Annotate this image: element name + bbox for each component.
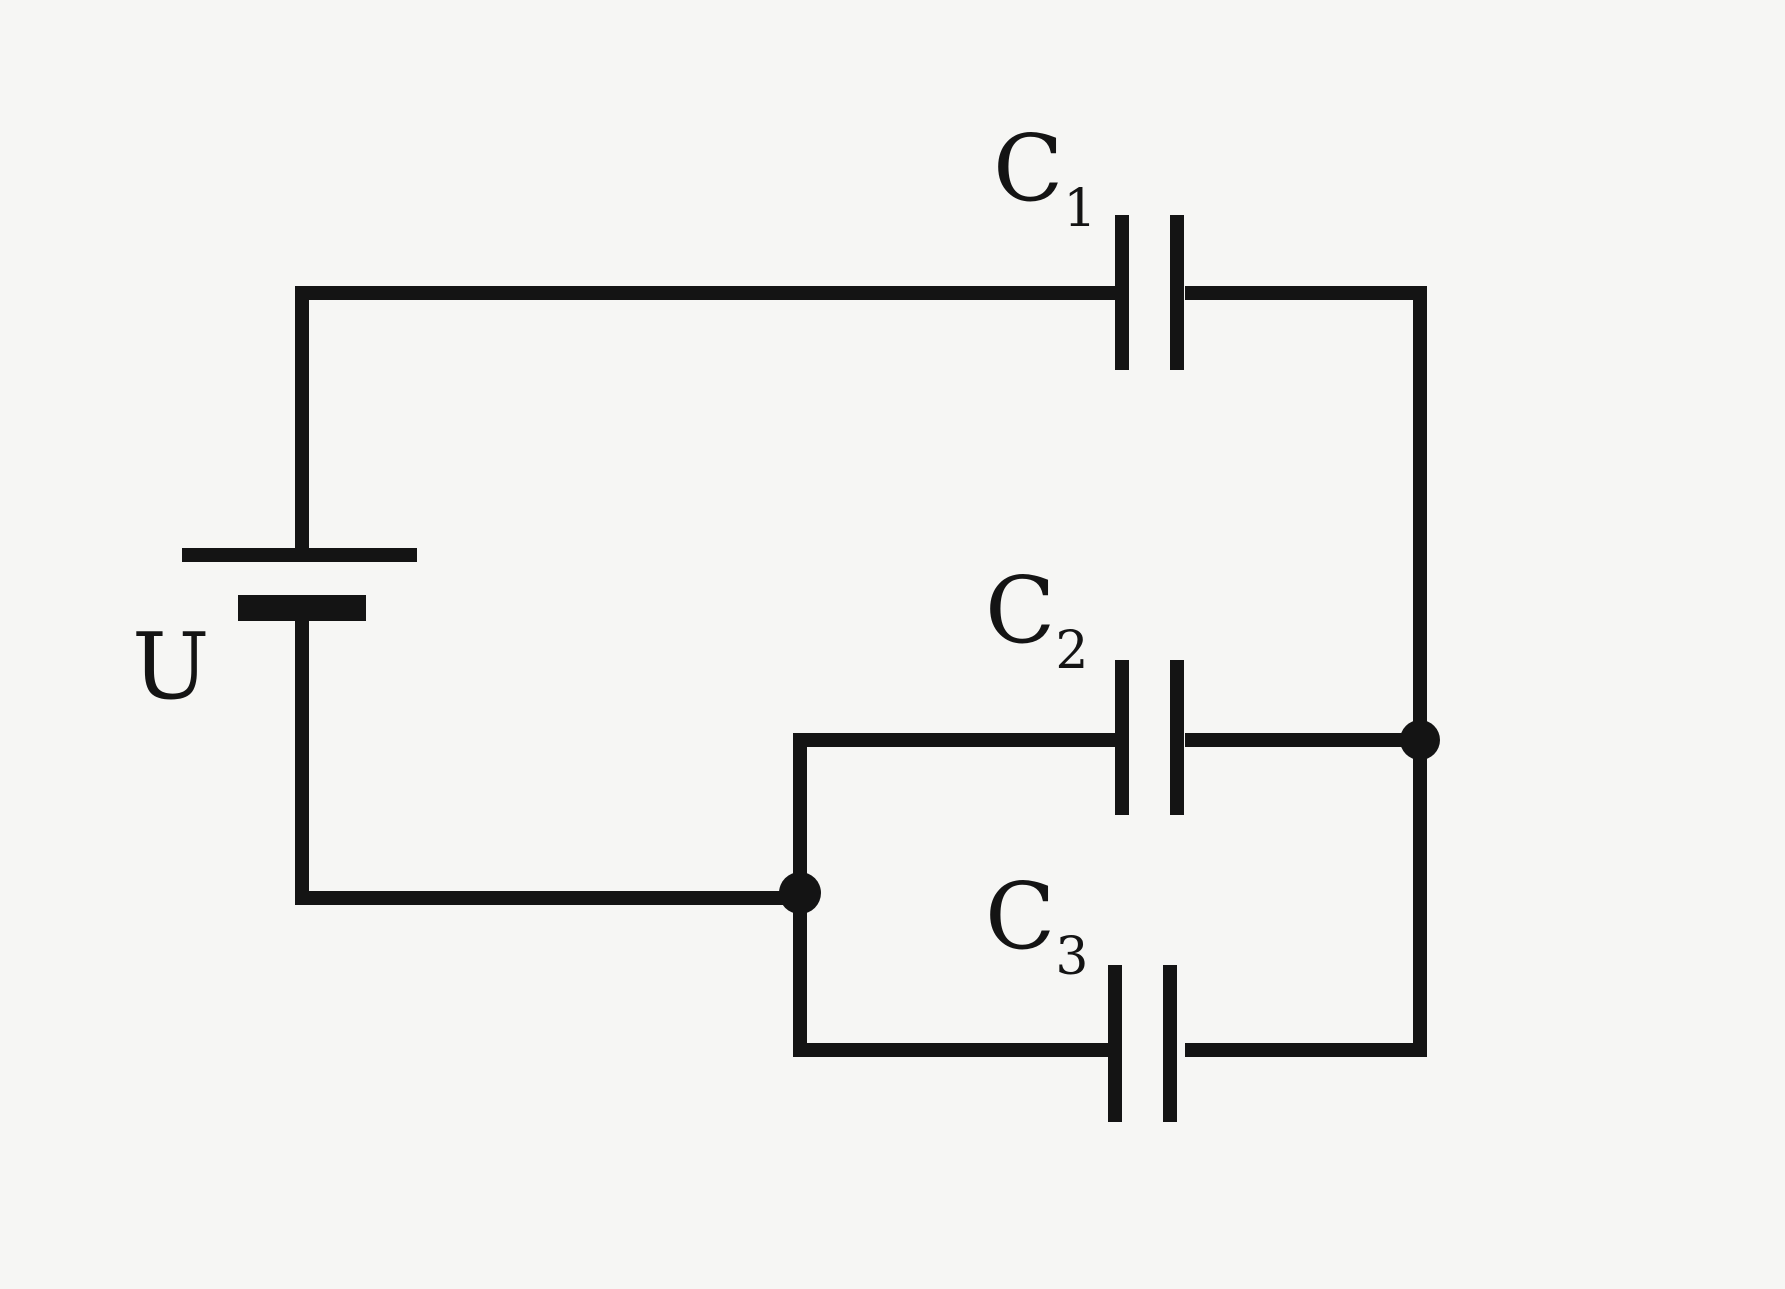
c3-label: C3: [985, 863, 1089, 987]
wires: [295, 286, 1427, 1057]
c2-label: C2: [985, 557, 1089, 681]
c1-label: C1: [993, 115, 1097, 239]
capacitor-c2: C2: [985, 557, 1184, 815]
junction-left: [779, 872, 821, 914]
wire-top-left: [295, 286, 1122, 555]
junction-right: [1400, 720, 1440, 760]
wire-top-right: [1185, 286, 1427, 747]
battery-label: U: [132, 613, 210, 720]
wire-bottom-left: [295, 603, 807, 905]
wire-c3-right: [1185, 733, 1427, 1057]
battery: U: [132, 548, 417, 720]
wire-c2-left: [793, 733, 1122, 905]
capacitor-c3: C3: [985, 863, 1177, 1122]
wire-c3-left: [793, 891, 1122, 1057]
capacitor-c1: C1: [993, 115, 1184, 370]
